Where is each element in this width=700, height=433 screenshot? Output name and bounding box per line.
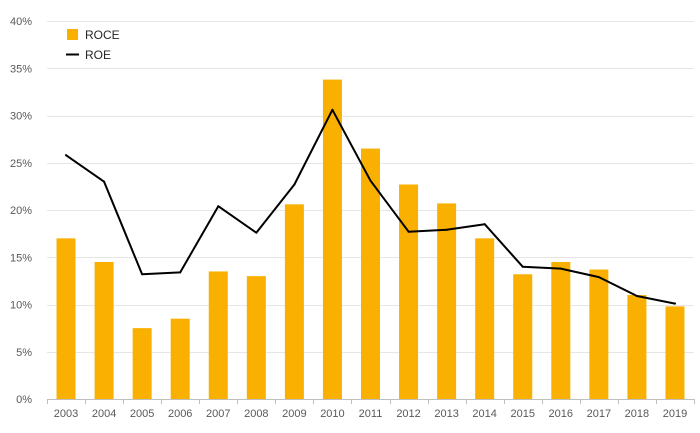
y-tick-label: 5% xyxy=(16,347,32,359)
x-tick-label: 2009 xyxy=(282,408,306,420)
roce-bar xyxy=(399,184,419,399)
legend: ROCE ROE xyxy=(66,28,120,62)
roe-point xyxy=(559,267,562,270)
roe-point xyxy=(407,230,410,233)
y-tick-label: 10% xyxy=(10,300,32,312)
roce-bar xyxy=(322,79,342,399)
roce-bar xyxy=(513,274,533,399)
x-tick-label: 2004 xyxy=(92,408,116,420)
roce-bar xyxy=(665,306,685,399)
x-tick-label: 2005 xyxy=(130,408,154,420)
axes: 0% 5% 10% 15% 20% 25% 30% 35% 40% 2003 2004 2005 200… xyxy=(10,16,695,420)
roe-point xyxy=(673,302,676,305)
roe-point xyxy=(255,231,258,234)
roe-point xyxy=(293,183,296,186)
roe-point xyxy=(597,276,600,279)
x-tick-label: 2018 xyxy=(625,408,649,420)
roe-point xyxy=(179,271,182,274)
legend-roce-label: ROCE xyxy=(85,28,120,42)
roce-bar xyxy=(246,276,266,399)
x-tick-label: 2013 xyxy=(434,408,458,420)
x-tick-label: 2012 xyxy=(396,408,420,420)
roe-point xyxy=(369,179,372,182)
roe-point xyxy=(217,205,220,208)
y-tick-label: 25% xyxy=(10,158,32,170)
y-tick-label: 20% xyxy=(10,205,32,217)
x-tick-label: 2019 xyxy=(663,408,687,420)
x-tick-label: 2008 xyxy=(244,408,268,420)
y-tick-label: 40% xyxy=(10,16,32,28)
y-tick-label: 35% xyxy=(10,63,32,75)
y-tick-label: 0% xyxy=(16,394,32,406)
y-tick-label: 30% xyxy=(10,111,32,123)
x-tick-label: 2016 xyxy=(549,408,573,420)
roe-point xyxy=(483,223,486,226)
roce-bar xyxy=(475,238,495,399)
roce-bar xyxy=(627,295,647,399)
roce-bar xyxy=(284,204,304,399)
roce-bar xyxy=(437,203,457,399)
roe-point xyxy=(65,154,68,157)
roe-point xyxy=(445,228,448,231)
roce-bar xyxy=(208,271,228,399)
roce-bar xyxy=(361,148,380,399)
x-tick-label: 2011 xyxy=(359,408,383,420)
x-tick-label: 2010 xyxy=(320,408,344,420)
roe-point xyxy=(521,265,524,268)
x-tick-label: 2015 xyxy=(510,408,534,420)
x-tick-label: 2003 xyxy=(54,408,78,420)
roe-point xyxy=(141,273,144,276)
roe-point xyxy=(331,108,334,111)
x-tick-label: 2007 xyxy=(206,408,230,420)
x-tick-label: 2006 xyxy=(168,408,192,420)
roe-point xyxy=(635,294,638,297)
x-tick-label: 2014 xyxy=(472,408,496,420)
x-tick-label: 2017 xyxy=(587,408,611,420)
roe-line-layer xyxy=(65,108,676,305)
roce-bar xyxy=(56,238,76,399)
roce-bar xyxy=(94,261,114,399)
roce-bar xyxy=(551,261,571,399)
roce-bar xyxy=(132,328,152,399)
y-tick-label: 15% xyxy=(10,252,32,264)
roce-bar xyxy=(589,269,609,399)
legend-roce-swatch xyxy=(67,29,78,40)
legend-roe-label: ROE xyxy=(85,48,111,62)
roce-bars xyxy=(56,79,685,399)
roce-bar xyxy=(170,318,190,399)
roe-point xyxy=(103,180,106,183)
